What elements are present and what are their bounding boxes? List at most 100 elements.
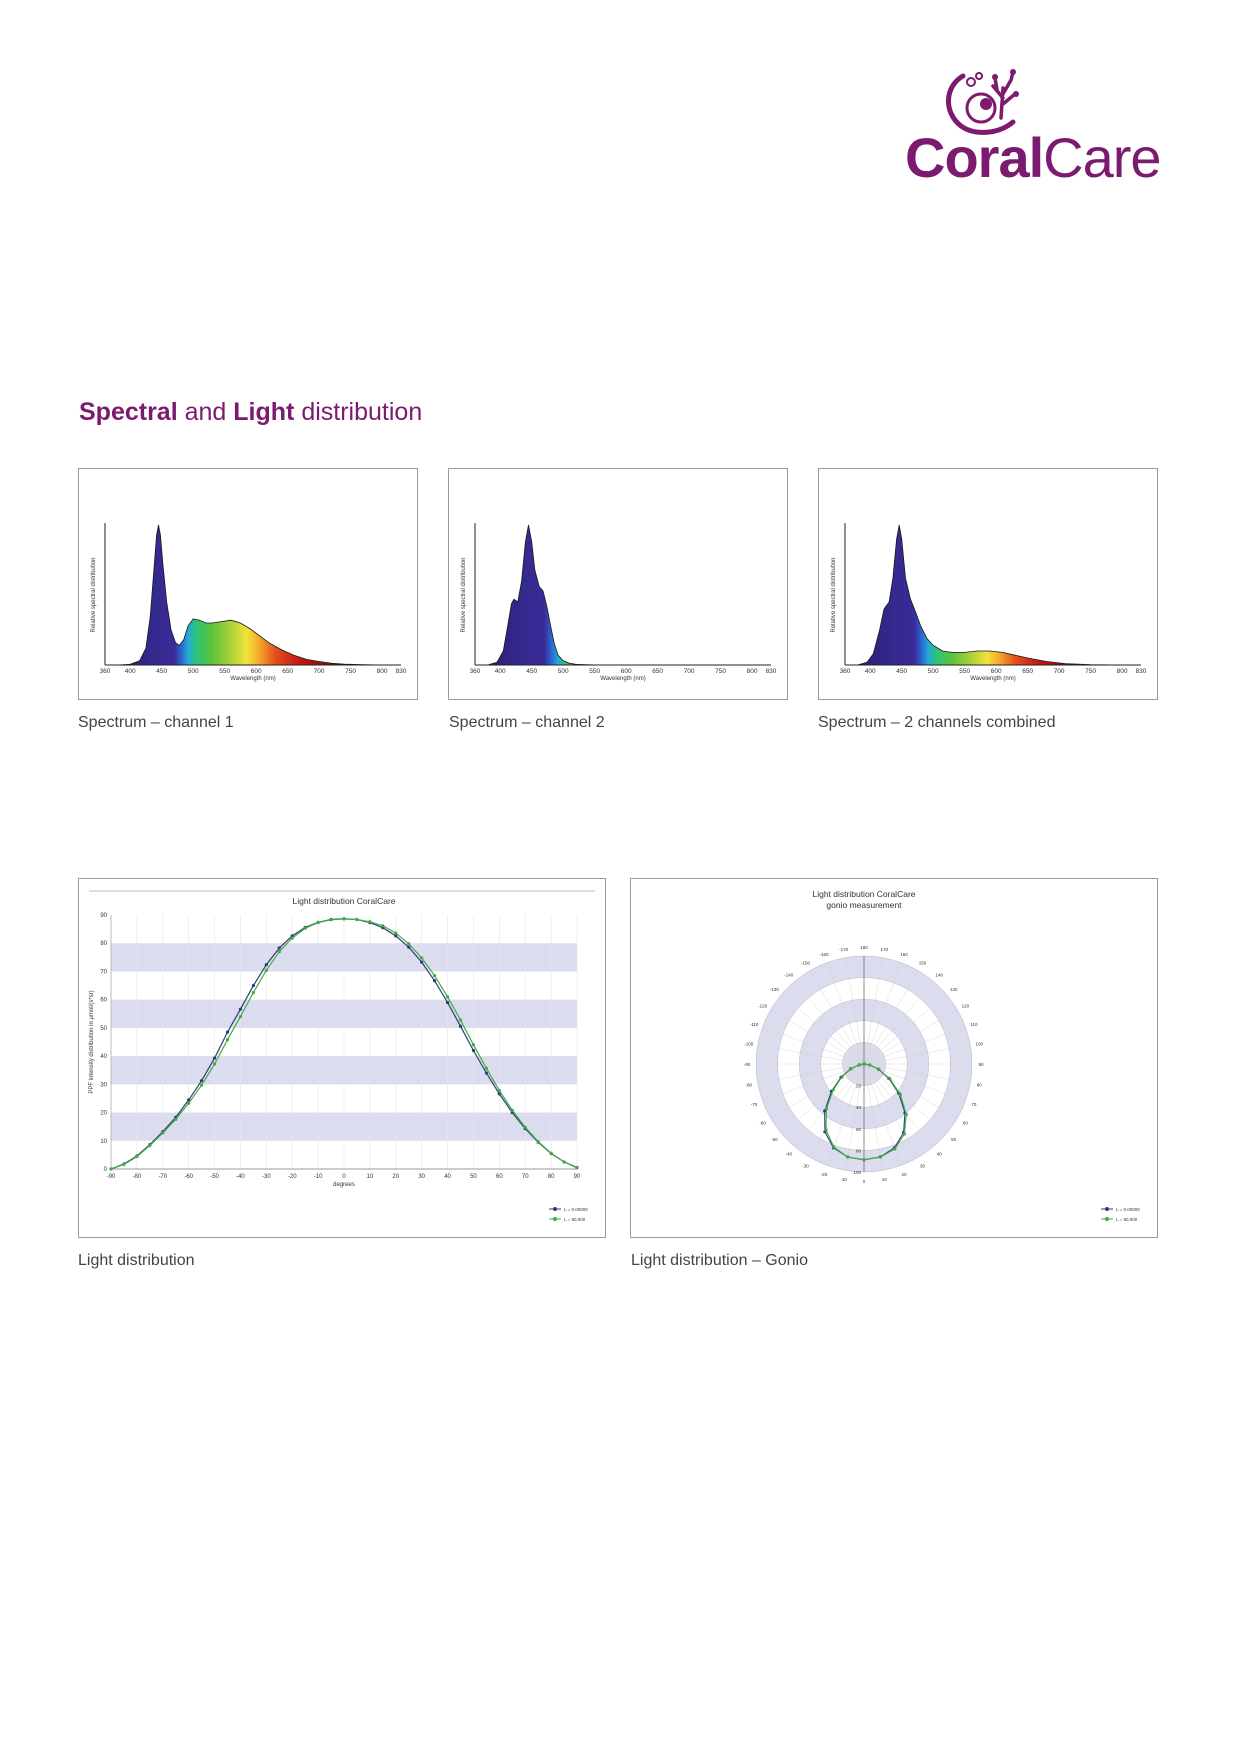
- data-point: [342, 917, 346, 921]
- legend-marker: [553, 1217, 557, 1221]
- polar-spoke: [863, 1063, 934, 1147]
- data-point: [161, 1131, 165, 1135]
- coral-reef-icon: [946, 69, 1019, 135]
- x-tick-label: 650: [1022, 668, 1033, 675]
- x-tick-label: 450: [526, 668, 537, 675]
- caption-spectrum-combined: Spectrum – 2 channels combined: [818, 714, 1056, 731]
- data-point: [575, 1166, 579, 1170]
- data-point: [187, 1101, 191, 1105]
- angle-label: 180: [860, 945, 868, 950]
- title-bold-spectral: Spectral: [79, 398, 178, 426]
- angle-label: -160: [819, 952, 829, 957]
- polar-data-point: [862, 1062, 867, 1066]
- x-tick-label: 400: [125, 668, 136, 675]
- x-tick-label: 600: [621, 668, 632, 675]
- radial-tick-label: 20: [856, 1084, 862, 1089]
- y-axis-label: Relative spectral distribution: [91, 557, 97, 632]
- y-tick-label: 80: [100, 941, 107, 947]
- data-point: [394, 934, 398, 938]
- angle-label: -30: [802, 1163, 809, 1168]
- y-tick-label: 50: [100, 1026, 107, 1032]
- x-tick-label: 700: [314, 668, 325, 675]
- radial-tick-label: 80: [856, 1148, 862, 1153]
- x-tick-label: -90: [107, 1174, 116, 1180]
- data-point: [394, 931, 398, 935]
- polar-spoke: [863, 957, 883, 1065]
- x-axis-label: Wavelength (nm): [230, 676, 275, 682]
- angle-label: 170: [881, 947, 889, 952]
- polar-spoke: [863, 1063, 919, 1158]
- data-point: [251, 983, 255, 988]
- polar-data-point: [878, 1155, 883, 1159]
- x-tick-label: 20: [392, 1174, 399, 1180]
- data-point: [420, 956, 424, 960]
- polar-data-point: [893, 1147, 897, 1151]
- polar-spoke: [781, 994, 865, 1065]
- x-tick-label: -60: [184, 1174, 193, 1180]
- polar-spoke: [863, 962, 902, 1065]
- polar-spoke: [770, 1063, 865, 1119]
- legend-marker: [1105, 1207, 1109, 1211]
- data-point: [420, 960, 424, 964]
- data-point: [277, 946, 281, 950]
- polar-spoke: [863, 1063, 883, 1171]
- x-tick-label: 360: [470, 668, 481, 675]
- angle-label: -150: [801, 961, 811, 966]
- polar-spoke: [845, 957, 865, 1065]
- x-tick-label: 550: [589, 668, 600, 675]
- x-tick-label: 800: [747, 668, 758, 675]
- spectrum-area: [117, 524, 383, 666]
- x-tick-label: 830: [1136, 668, 1147, 675]
- legend-label: L = 90.000: [564, 1217, 586, 1222]
- x-tick-label: 600: [991, 668, 1002, 675]
- spectrum-area: [857, 524, 1123, 666]
- y-tick-label: 20: [100, 1111, 107, 1117]
- data-point: [484, 1071, 488, 1075]
- x-tick-label: 0: [342, 1174, 346, 1180]
- data-point: [381, 924, 385, 928]
- chart-title: Light distribution CoralCare: [813, 889, 916, 899]
- angle-label: 150: [919, 961, 927, 966]
- x-tick-label: 450: [156, 668, 167, 675]
- x-tick-label: 550: [959, 668, 970, 675]
- x-tick-label: 500: [188, 668, 199, 675]
- x-tick-label: -40: [236, 1174, 245, 1180]
- angle-label: -170: [839, 947, 849, 952]
- spectrum-chart-channel-1: 360 400 450 500 550 600 650 700 750 800 830 Wavelen…: [91, 523, 407, 682]
- y-tick-label: 90: [100, 913, 107, 919]
- x-axis-label: degrees: [333, 1182, 355, 1188]
- x-tick-label: 750: [1085, 668, 1096, 675]
- polar-spoke: [863, 981, 934, 1065]
- angle-label: 0: [863, 1179, 866, 1184]
- data-point: [549, 1151, 553, 1155]
- data-point: [264, 963, 268, 967]
- data-point: [471, 1048, 476, 1053]
- x-tick-label: 70: [522, 1174, 529, 1180]
- angle-label: -50: [771, 1137, 778, 1142]
- x-tick-label: 60: [496, 1174, 503, 1180]
- polar-data-point: [840, 1074, 844, 1079]
- polar-data-point: [832, 1145, 836, 1149]
- polar-spoke: [863, 1045, 971, 1065]
- legend-marker: [1105, 1217, 1109, 1221]
- data-point: [368, 920, 372, 924]
- polar-spoke: [757, 1063, 865, 1083]
- light-distribution-chart: Light distribution CoralCare -90 -80 -70 -60…: [89, 890, 595, 1222]
- chart-title: Light distribution CoralCare: [293, 896, 396, 906]
- data-point: [562, 1160, 566, 1164]
- y-axis-label: Relative spectral distribution: [461, 557, 467, 632]
- x-tick-label: -10: [314, 1174, 323, 1180]
- data-point: [536, 1140, 540, 1144]
- polar-data-point: [849, 1067, 853, 1071]
- data-point: [497, 1088, 501, 1093]
- x-tick-label: 830: [396, 668, 407, 675]
- legend-label: L = 0.00000: [1116, 1207, 1140, 1212]
- polar-spoke: [845, 1063, 865, 1171]
- x-tick-label: -20: [288, 1174, 297, 1180]
- x-tick-label: 830: [766, 668, 777, 675]
- data-point: [225, 1030, 230, 1034]
- angle-label: 20: [902, 1172, 908, 1177]
- angle-label: 120: [962, 1004, 970, 1009]
- data-point: [200, 1083, 204, 1087]
- data-point: [329, 918, 333, 922]
